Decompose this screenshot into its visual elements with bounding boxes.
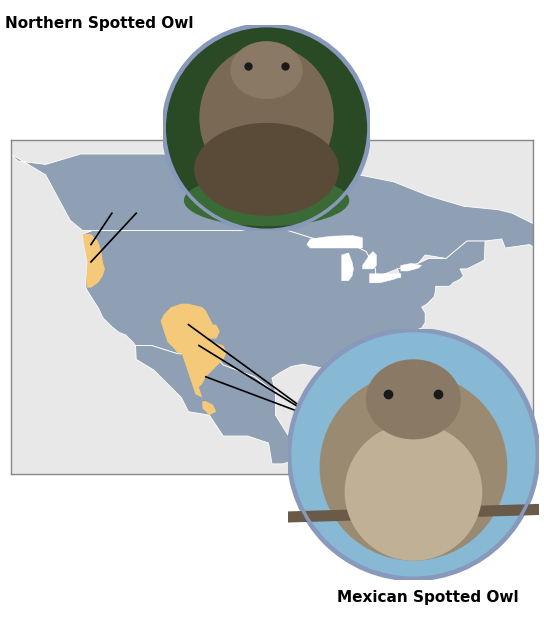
Polygon shape bbox=[401, 263, 422, 271]
Ellipse shape bbox=[230, 41, 302, 99]
Text: Mexican Spotted Owl: Mexican Spotted Owl bbox=[337, 590, 519, 605]
Polygon shape bbox=[369, 274, 401, 283]
Polygon shape bbox=[83, 230, 485, 397]
Polygon shape bbox=[160, 304, 227, 397]
Polygon shape bbox=[11, 154, 540, 277]
Polygon shape bbox=[202, 401, 217, 415]
Ellipse shape bbox=[163, 24, 370, 231]
Ellipse shape bbox=[288, 329, 539, 580]
Ellipse shape bbox=[194, 123, 339, 216]
Polygon shape bbox=[83, 234, 105, 288]
Polygon shape bbox=[362, 252, 376, 269]
Polygon shape bbox=[202, 324, 220, 339]
Polygon shape bbox=[135, 346, 362, 471]
Ellipse shape bbox=[366, 359, 461, 440]
Polygon shape bbox=[342, 253, 354, 281]
Text: Northern Spotted Owl: Northern Spotted Owl bbox=[5, 16, 194, 31]
Ellipse shape bbox=[345, 423, 482, 561]
Ellipse shape bbox=[184, 175, 349, 226]
Ellipse shape bbox=[199, 45, 333, 190]
Polygon shape bbox=[307, 236, 362, 248]
Ellipse shape bbox=[319, 373, 507, 561]
